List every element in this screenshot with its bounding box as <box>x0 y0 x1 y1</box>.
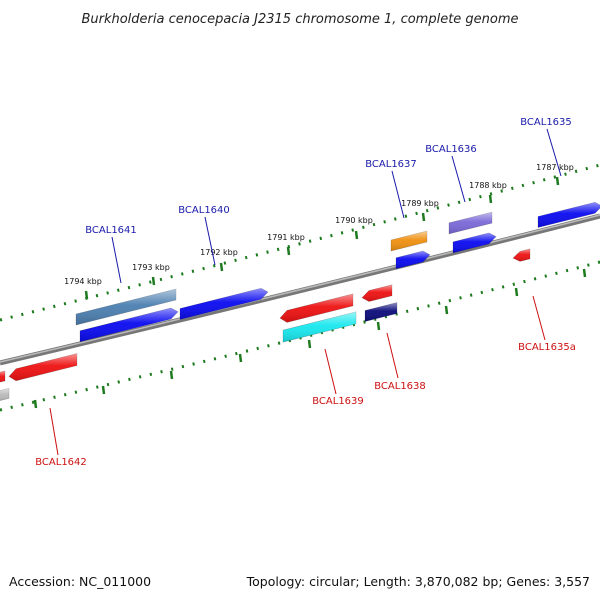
scale-tick-mark <box>354 230 359 240</box>
inner-scale-tick <box>376 321 381 331</box>
feature-bcal1640[interactable] <box>179 287 269 320</box>
gene-leader-line <box>49 407 59 456</box>
scale-tick-mark <box>151 276 156 286</box>
inner-scale-tick <box>33 399 38 409</box>
scale-tick-mark <box>84 290 89 300</box>
inner-scale-tick <box>238 353 243 363</box>
inner-scale-tick <box>169 370 174 380</box>
feature-bcal1637-orange[interactable] <box>390 230 428 252</box>
gene-leader-line <box>111 236 122 284</box>
feature-bcal1638[interactable] <box>364 302 398 322</box>
gene-leader-line <box>204 216 216 266</box>
feature-bcal1636[interactable] <box>452 232 497 254</box>
gene-label-bcal1636[interactable]: BCAL1636 <box>425 144 477 155</box>
feature-bcal1642[interactable] <box>8 353 78 382</box>
gene-labels: BCAL1641 BCAL1640 BCAL1637 BCAL1636 BCAL1635… <box>35 117 576 468</box>
feature-bcal1639[interactable] <box>282 311 357 343</box>
gene-label-bcal1642[interactable]: BCAL1642 <box>35 457 87 468</box>
scale-tick-mark <box>219 262 224 272</box>
gene-leader-line <box>546 128 562 177</box>
inner-scale-tick <box>514 287 519 297</box>
inner-scale-ring <box>0 260 600 412</box>
map-title: Burkholderia cenocepacia J2315 chromosom… <box>81 12 518 27</box>
feature-bcal1638-red[interactable] <box>361 284 393 302</box>
gene-label-bcal1635a[interactable]: BCAL1635a <box>518 342 576 353</box>
gene-label-bcal1640[interactable]: BCAL1640 <box>178 205 230 216</box>
gene-label-bcal1635[interactable]: BCAL1635 <box>520 117 572 128</box>
gene-features <box>0 201 600 401</box>
scale-tick-mark <box>555 176 560 186</box>
feature-bcal1635[interactable] <box>537 201 600 228</box>
scale-ticks: 1794 kbp 1793 kbp 1792 kbp 1791 kbp 1790 kbp… <box>33 163 587 409</box>
scale-tick-label: 1793 kbp <box>132 263 170 272</box>
scale-tick-label: 1792 kbp <box>200 248 238 257</box>
gene-label-bcal1637[interactable]: BCAL1637 <box>365 159 417 170</box>
scale-tick-mark <box>286 246 291 256</box>
scale-tick-label: 1791 kbp <box>267 233 305 242</box>
gene-label-bcal1639[interactable]: BCAL1639 <box>312 396 364 407</box>
topology-summary-text: Topology: circular; Length: 3,870,082 bp… <box>246 574 590 589</box>
gene-label-bcal1641[interactable]: BCAL1641 <box>85 225 137 236</box>
accession-text: Accession: NC_011000 <box>9 574 151 589</box>
feature-bcal1637[interactable] <box>395 250 431 270</box>
gene-leader-line <box>391 170 405 219</box>
gene-leader-line <box>451 155 466 203</box>
inner-scale-tick <box>444 305 449 315</box>
scale-tick-label: 1794 kbp <box>64 277 102 286</box>
scale-tick-label: 1789 kbp <box>401 199 439 208</box>
scale-tick-label: 1787 kbp <box>536 163 574 172</box>
feature-left-edge-red[interactable] <box>0 370 6 383</box>
feature-bcal1635a[interactable] <box>512 248 531 262</box>
gene-label-bcal1638[interactable]: BCAL1638 <box>374 381 426 392</box>
gene-leader-line <box>532 295 546 341</box>
inner-scale-tick <box>307 339 312 349</box>
feature-bcal1641-steelblue[interactable] <box>75 288 177 326</box>
inner-scale-tick <box>582 268 587 278</box>
gene-leader-line <box>324 348 337 395</box>
chromosome-backbone-highlight <box>0 214 600 363</box>
scale-tick-label: 1788 kbp <box>469 181 507 190</box>
feature-left-edge-grey[interactable] <box>0 388 10 401</box>
inner-scale-tick <box>101 385 106 395</box>
scale-tick-label: 1790 kbp <box>335 216 373 225</box>
outer-scale-ring <box>0 163 600 322</box>
feature-bcal1636-purple[interactable] <box>448 211 493 235</box>
gene-leader-line <box>386 332 399 379</box>
scale-tick-mark <box>488 194 493 204</box>
feature-bcal1639-red[interactable] <box>279 293 354 323</box>
feature-bcal1641[interactable] <box>79 307 179 343</box>
scale-tick-mark <box>421 212 426 222</box>
chromosome-backbone <box>0 213 600 366</box>
